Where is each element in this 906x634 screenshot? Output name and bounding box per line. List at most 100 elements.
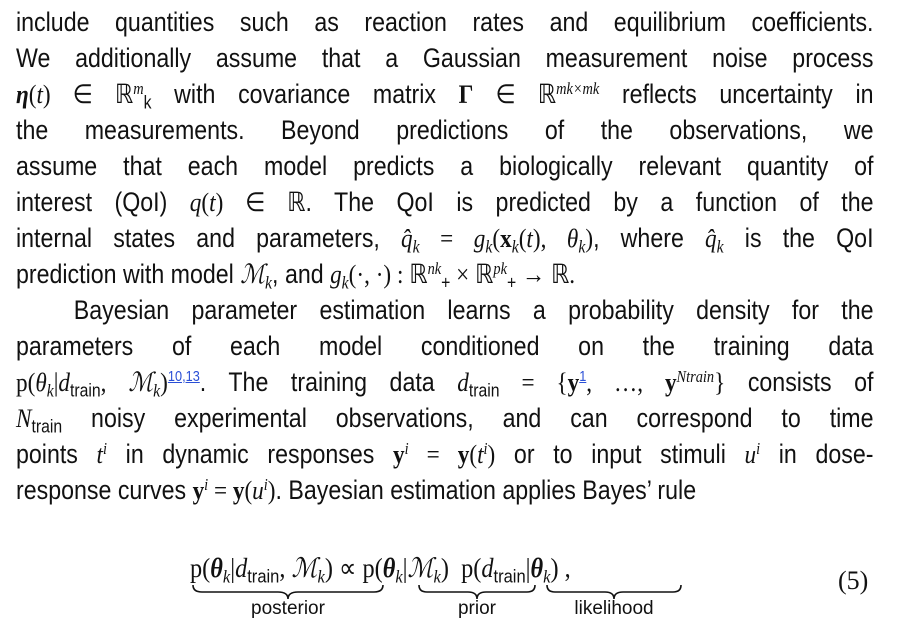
text-segment: the measurements. Beyond predictions of … [16, 115, 874, 145]
label-likelihood: likelihood [574, 598, 654, 619]
text-segment: ℳ [240, 259, 266, 289]
text-segment: y [664, 367, 677, 397]
text-segment: , and [272, 259, 331, 289]
text-segment: with covariance matrix [151, 79, 459, 109]
text-segment: parameters of each model conditioned on … [16, 331, 874, 361]
text-segment: reflects uncertainty in [599, 79, 874, 109]
text-segment: ) [267, 475, 276, 505]
text-segment: train [31, 416, 63, 437]
text-segment: noisy experimental observations, and can… [62, 403, 874, 433]
text-line: parameters of each model conditioned on … [16, 328, 874, 364]
text-segment: p( [362, 553, 383, 583]
text-segment: g [330, 259, 342, 289]
text-segment: k [265, 272, 273, 293]
text-segment: include quantities such as reaction rate… [16, 7, 874, 37]
text-segment: t [96, 439, 103, 469]
text-segment: ℳ [407, 553, 434, 583]
text-segment: + [441, 272, 451, 293]
text-segment: u [744, 439, 757, 469]
text-segment: t [36, 79, 43, 109]
text-segment: } [714, 367, 726, 397]
equation-number: (5) [838, 566, 869, 595]
text-segment: = { [499, 367, 568, 397]
text-segment: ) [324, 553, 333, 583]
text-segment: k [153, 380, 161, 401]
text-segment: k [222, 566, 231, 587]
text-segment: q [189, 187, 202, 217]
text-segment: k [716, 236, 724, 257]
text-segment: θ [530, 553, 544, 583]
text-segment: y [393, 439, 405, 469]
text-segment: q̂ [401, 223, 413, 253]
citation-link[interactable]: 10,13 [167, 368, 200, 385]
text-segment: (·, ·) : ℝ [348, 259, 428, 289]
text-segment: i [756, 438, 761, 458]
text-line: the measurements. Beyond predictions of … [16, 112, 874, 148]
text-segment: ( [28, 79, 37, 109]
text-line: Bayesian parameter estimation learns a p… [16, 292, 874, 328]
text-line: p(θk|dtrain, ℳk)10,13. The training data… [16, 364, 874, 400]
text-segment: k [433, 566, 441, 587]
text-segment: k [511, 236, 519, 257]
text-segment: mk×mk [556, 78, 600, 98]
text-segment: × ℝ [450, 259, 494, 289]
text-segment: k [485, 236, 493, 257]
underbrace-prior [418, 584, 536, 600]
text-segment: ) [585, 223, 594, 253]
text-segment: Bayesian parameter estimation learns a p… [73, 295, 874, 325]
body-paragraph: include quantities such as reaction rate… [16, 4, 906, 508]
text-segment: d [481, 553, 494, 583]
text-segment: d [58, 367, 70, 397]
text-segment: i [102, 438, 107, 458]
text-segment: t [477, 439, 484, 469]
text-line: include quantities such as reaction rate… [16, 4, 874, 40]
text-segment: , [279, 553, 292, 583]
text-segment: k [46, 380, 54, 401]
text-segment: ) ∈ ℝ [42, 79, 134, 109]
text-segment: = [419, 223, 474, 253]
text-segment: ℳ [128, 367, 154, 397]
text-segment: ( [201, 187, 210, 217]
text-segment: k [412, 236, 420, 257]
text-segment: p( [448, 553, 482, 583]
underbrace-posterior [192, 584, 384, 600]
text-segment: N [16, 403, 32, 433]
text-segment: y [457, 439, 470, 469]
text-line: η(t) ∈ ℝmk with covariance matrix Γ ∈ ℝm… [16, 76, 874, 112]
citation-link[interactable]: 1 [579, 368, 587, 385]
text-segment: d [457, 367, 469, 397]
text-line: We additionally assume that a Gaussian m… [16, 40, 874, 76]
text-segment: k [578, 236, 586, 257]
text-segment: u [252, 475, 264, 505]
text-segment: + [506, 272, 517, 293]
underbrace-likelihood [546, 584, 682, 600]
text-line: response curves yi = y(ui). Bayesian est… [16, 472, 874, 508]
text-segment: ( [518, 223, 527, 253]
label-prior: prior [457, 598, 496, 619]
text-segment: k [317, 566, 325, 587]
text-segment: y [192, 475, 205, 505]
text-line: internal states and parameters, q̂k = gk… [16, 220, 874, 256]
text-segment: train [493, 565, 526, 587]
text-segment: , where [593, 223, 706, 253]
text-segment: ), [532, 223, 567, 253]
text-segment: ) [440, 553, 449, 583]
text-segment: η [16, 79, 29, 109]
text-segment: θ [210, 553, 223, 583]
text-segment: ( [469, 439, 478, 469]
text-segment: i [204, 474, 209, 494]
text-segment: points [16, 439, 97, 469]
text-segment: | [402, 553, 408, 583]
text-segment: → ℝ. [516, 259, 576, 289]
text-segment: q̂ [705, 223, 717, 253]
equation-bayes-rule: p(θk|dtrain, ℳk) ∝ p(θk|ℳk) p(dtrain|θk)… [190, 548, 571, 588]
text-segment: t [209, 187, 216, 217]
text-segment: prediction with model [16, 259, 241, 289]
text-segment: = [208, 475, 233, 505]
text-segment: Γ [458, 79, 474, 109]
text-segment: | [525, 553, 531, 583]
text-line: assume that each model predicts a biolog… [16, 148, 874, 184]
text-segment: response curves [16, 475, 193, 505]
text-segment: g [473, 223, 486, 253]
text-segment: ∝ [332, 553, 363, 583]
